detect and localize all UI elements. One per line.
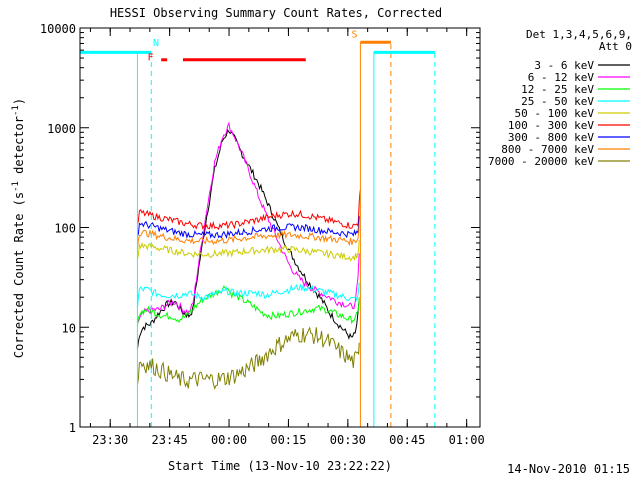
chart-title: HESSI Observing Summary Count Rates, Cor… [110, 6, 442, 20]
legend-label-0: 3 - 6 keV [534, 59, 594, 72]
footer-timestamp: 14-Nov-2010 01:15 [507, 462, 630, 476]
plot-frame [79, 27, 481, 428]
y-tick-label-3: 1000 [47, 122, 76, 136]
y-tick-label-2: 100 [54, 222, 76, 236]
x-tick-label-3: 00:15 [270, 433, 306, 447]
legend-header-1: Att 0 [599, 40, 632, 53]
series-line-6 [136, 216, 360, 240]
legend-label-6: 300 - 800 keV [508, 131, 594, 144]
x-tick-label-0: 23:30 [92, 433, 128, 447]
legend-header-0: Det 1,3,4,5,6,9, [526, 28, 632, 41]
x-tick-label-6: 01:00 [449, 433, 485, 447]
series-line-5 [136, 189, 361, 231]
x-axis-label: Start Time (13-Nov-10 23:22:22) [168, 459, 392, 473]
legend-label-5: 100 - 300 keV [508, 119, 594, 132]
series-line-3 [136, 282, 360, 309]
legend-label-7: 800 - 7000 keV [501, 143, 594, 156]
annotation-0: N [153, 38, 159, 49]
series-line-0 [136, 128, 360, 350]
y-tick-label-1: 10 [62, 321, 76, 335]
legend-label-8: 7000 - 20000 keV [488, 155, 594, 168]
x-tick-label-2: 00:00 [211, 433, 247, 447]
annotation-1: F [147, 53, 153, 64]
series-line-4 [136, 239, 360, 262]
series-line-1 [136, 121, 360, 324]
axes: 1 10 100 1000 10000 23:30 23:45 00:00 00:15 00:30… [40, 22, 485, 447]
y-tick-label-4: 10000 [40, 22, 76, 36]
plot-area: NF S [80, 30, 436, 427]
y-axis-label: Corrected Count Rate (s-1 detector-1) [11, 98, 26, 358]
x-tick-label-5: 00:45 [389, 433, 425, 447]
legend-label-1: 6 - 12 keV [528, 71, 595, 84]
y-tick-label-0: 1 [69, 421, 76, 435]
series-line-8 [136, 326, 360, 390]
annotation-2: S [351, 30, 357, 41]
series-line-2 [136, 285, 360, 327]
x-tick-label-1: 23:45 [152, 433, 188, 447]
legend-label-4: 50 - 100 keV [515, 107, 595, 120]
legend-label-3: 25 - 50 keV [521, 95, 594, 108]
x-tick-label-4: 00:30 [330, 433, 366, 447]
legend-label-2: 12 - 25 keV [521, 83, 594, 96]
series-line-7 [136, 223, 360, 249]
